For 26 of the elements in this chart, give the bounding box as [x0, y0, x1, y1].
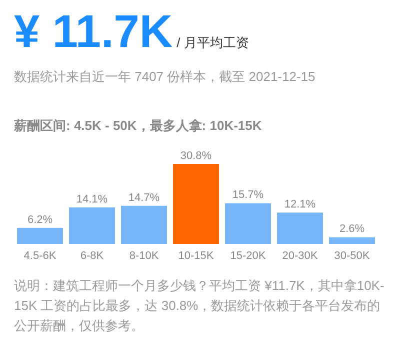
bar [17, 228, 63, 244]
x-tick-label: 6-8K [80, 250, 104, 262]
x-tick-label: 15-20K [230, 250, 266, 262]
data-label: 15.7% [232, 189, 264, 202]
x-tick-label: 10-15K [178, 250, 214, 262]
data-label: 14.7% [128, 192, 160, 204]
bar [121, 206, 167, 244]
x-tick-label: 30-50K [334, 250, 370, 262]
data-label: 6.2% [27, 214, 53, 226]
data-label: 2.6% [339, 223, 365, 236]
text: 数据统计来自近一年 7407 份样本，截至 2021-12-15 [14, 68, 316, 86]
chart-subtitle: / 月平均工资 [176, 35, 249, 50]
bar [277, 212, 323, 244]
bar [69, 207, 115, 244]
text: 说明：建筑工程师一个月多少钱？平均工资 ¥11.7K，其中拿10K-15K 工资的占比最多，达 30.8%，数据统计依赖于各平台发布的公开薪酬，仅供参考。 [14, 277, 386, 335]
x-tick-label: 8-10K [129, 250, 160, 262]
data-label: 30.8% [180, 150, 212, 162]
bar [329, 237, 375, 244]
text: 薪酬区间: 4.5K - 50K，最多人拿: 10K-15K [14, 117, 262, 135]
x-tick-label: 20-30K [282, 250, 318, 262]
bar [173, 164, 219, 244]
data-label: 12.1% [284, 198, 316, 211]
bar [225, 203, 271, 244]
x-tick-label: 4.5-6K [24, 250, 57, 262]
chart-title: ¥ 11.7K [14, 5, 173, 57]
data-label: 14.1% [76, 193, 108, 206]
